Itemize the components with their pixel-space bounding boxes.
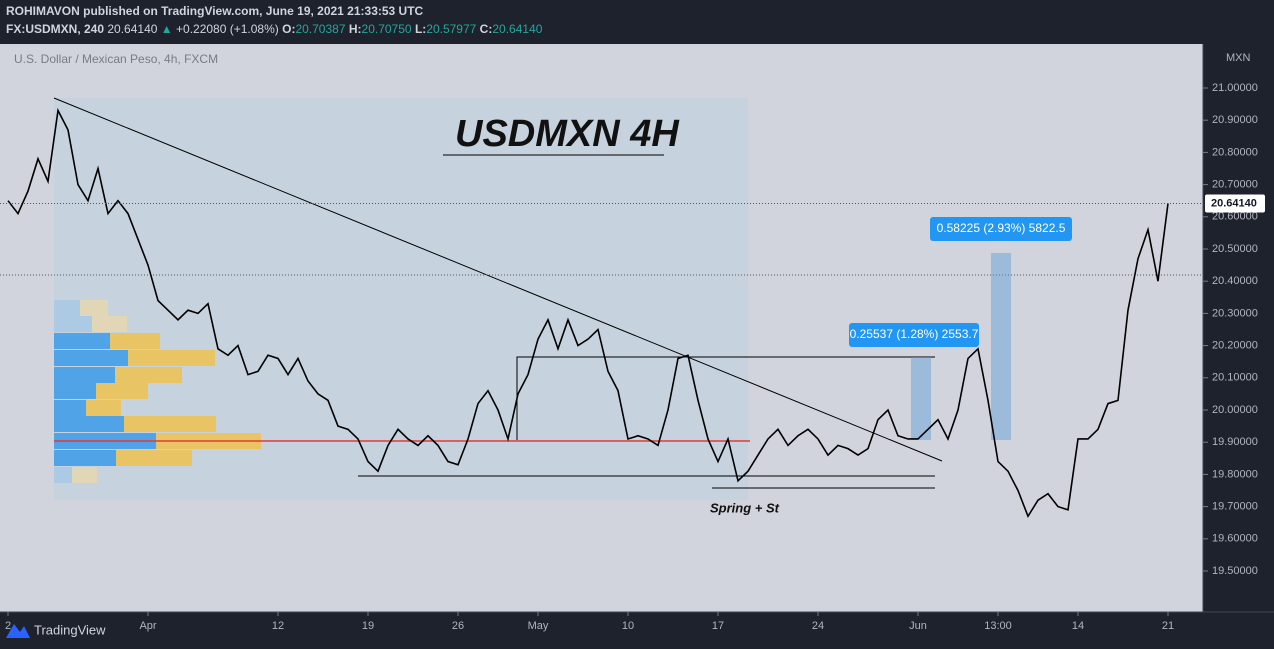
y-tick-label: 20.10000 [1212,372,1258,384]
x-tick-label: 19 [362,620,374,632]
x-tick-label: 17 [712,620,724,632]
x-tick-label: Jun [909,620,927,632]
low: 20.57977 [426,22,476,36]
x-tick-label: 10 [622,620,634,632]
last-price-label: 20.64140 [1211,197,1257,209]
y-tick-label: 20.90000 [1212,114,1258,126]
y-tick-label: 20.70000 [1212,178,1258,190]
vp-bar [54,467,72,483]
vp-bar [128,350,215,366]
y-tick-label: 19.90000 [1212,436,1258,448]
vp-bar [86,400,121,416]
measure-label-box [930,217,1072,241]
x-tick-label: 24 [812,620,824,632]
vp-bar [54,383,96,399]
y-tick-label: 20.20000 [1212,340,1258,352]
y-tick-label: 20.30000 [1212,307,1258,319]
vp-bar [54,316,92,332]
measure-label: 0.58225 (2.93%) 5822.5 [937,221,1066,235]
header-publisher: ROHIMAVON published on TradingView.com, … [6,4,424,18]
y-tick-label: 19.50000 [1212,565,1258,577]
high: 20.70750 [362,22,412,36]
chart-title: U.S. Dollar / Mexican Peso, 4h, FXCM [14,52,218,66]
vp-bar [54,333,110,349]
y-tick-label: 19.60000 [1212,533,1258,545]
vp-bar [54,416,124,432]
x-tick-label: 2 [5,620,11,632]
measure-label-box [849,323,979,347]
vp-bar [92,316,127,332]
low-label: L: [415,22,426,36]
y-tick-label: 20.00000 [1212,404,1258,416]
vp-bar [115,367,182,383]
annotation-title: USDMXN 4H [455,113,680,155]
vp-bar [80,300,108,316]
x-tick-label: May [528,620,549,632]
vp-bar [96,383,148,399]
y-tick-label: 21.00000 [1212,82,1258,94]
arrow: ▲ [161,22,173,36]
vp-bar [110,333,160,349]
measure-box [911,357,931,440]
logo [6,624,30,638]
y-tick-label: 19.80000 [1212,468,1258,480]
vp-bar [54,300,80,316]
header-symbol: FX:USDMXN, 240 20.64140 ▲ +0.22080 (+1.0… [6,22,543,36]
resistance-line [516,356,935,440]
measure-box [991,253,1011,440]
vp-bar [116,450,192,466]
footer-brand: TradingView [34,622,106,637]
x-tick-label: 21 [1162,620,1174,632]
trend-line [53,97,943,462]
y-tick-label: 20.80000 [1212,146,1258,158]
y-tick-label: 20.40000 [1212,275,1258,287]
high-label: H: [349,22,362,36]
open: 20.70387 [295,22,345,36]
y-tick-label: 19.70000 [1212,501,1258,513]
vp-bar [54,450,116,466]
x-tick-label: 12 [272,620,284,632]
x-tick-label: 14 [1072,620,1084,632]
volume-profile [54,300,261,483]
vp-bar [54,400,86,416]
close-label: C: [480,22,493,36]
change: +0.22080 (+1.08%) [176,22,279,36]
vp-bar [54,350,128,366]
x-tick-label: Apr [139,620,156,632]
y-tick-label: 20.50000 [1212,243,1258,255]
y-tick-label: 20.60000 [1212,211,1258,223]
symbol: FX:USDMXN, 240 [6,22,104,36]
vp-bar [54,367,115,383]
x-tick-label: 26 [452,620,464,632]
price-line [7,107,1169,519]
vp-bar [72,467,97,483]
price: 20.64140 [107,22,157,36]
vp-bar [124,416,216,432]
last-price-box [1205,194,1265,213]
y-axis-label: MXN [1226,52,1251,64]
x-tick-label: 13:00 [984,620,1012,632]
annotation: Spring + St [710,500,780,515]
close: 20.64140 [492,22,542,36]
open-label: O: [282,22,295,36]
measure-label: 0.25537 (1.28%) 2553.7 [850,327,979,341]
